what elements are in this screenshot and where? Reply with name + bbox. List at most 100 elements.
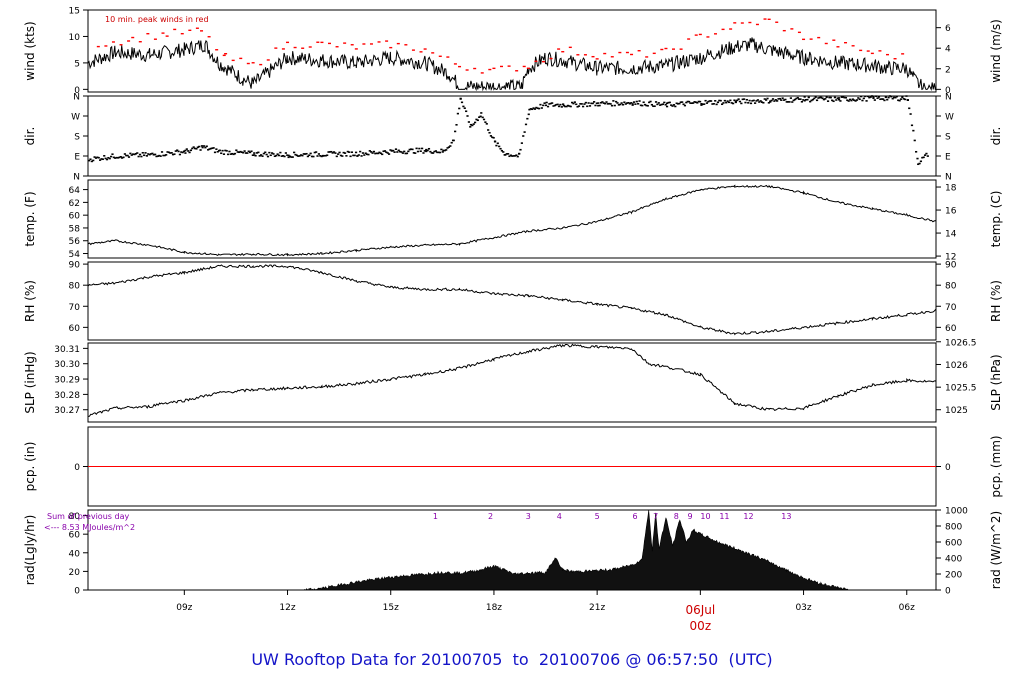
- direction-right-tick-label: N: [945, 93, 952, 103]
- direction-point: [185, 148, 188, 150]
- direction-point: [526, 117, 529, 120]
- direction-point: [495, 144, 498, 147]
- direction-point: [123, 153, 126, 155]
- direction-point: [412, 152, 415, 154]
- direction-point: [400, 151, 403, 153]
- direction-point: [349, 155, 352, 158]
- direction-point: [637, 102, 640, 105]
- direction-point: [319, 155, 322, 157]
- direction-point: [532, 107, 535, 109]
- direction-point: [654, 101, 658, 103]
- direction-point: [459, 97, 462, 100]
- direction-point: [913, 139, 916, 142]
- direction-point: [276, 153, 279, 155]
- direction-point: [345, 155, 348, 157]
- direction-point: [591, 102, 594, 105]
- direction-point: [463, 107, 466, 110]
- direction-point: [575, 103, 578, 106]
- direction-point: [505, 153, 508, 155]
- direction-point: [915, 150, 918, 153]
- direction-point: [421, 147, 424, 150]
- direction-point: [354, 151, 358, 154]
- direction-point: [926, 155, 929, 157]
- direction-point: [606, 103, 609, 105]
- direction-point: [205, 145, 208, 148]
- temperature-right-tick-label: 16: [945, 207, 957, 217]
- direction-point: [535, 106, 538, 109]
- direction-point: [837, 97, 841, 99]
- direction-point: [229, 153, 232, 155]
- direction-point: [766, 97, 769, 100]
- direction-left-tick-label: W: [71, 113, 80, 123]
- precipitation-left-tick-label: 0: [74, 463, 80, 473]
- direction-point: [427, 147, 431, 150]
- direction-point: [866, 95, 870, 98]
- direction-point: [208, 148, 211, 150]
- direction-point: [233, 152, 237, 155]
- direction-point: [476, 119, 479, 122]
- direction-point: [280, 155, 283, 157]
- direction-point: [313, 151, 316, 154]
- direction-point: [672, 104, 676, 106]
- direction-point: [562, 103, 565, 105]
- direction-point: [904, 98, 907, 101]
- direction-point: [707, 100, 710, 103]
- direction-point: [815, 99, 819, 102]
- direction-point: [472, 123, 475, 125]
- direction-point: [97, 156, 100, 159]
- direction-point: [284, 152, 287, 154]
- direction-point: [582, 105, 585, 108]
- wind-left-tick-label: 0: [74, 86, 80, 96]
- direction-point: [559, 103, 562, 106]
- direction-point: [467, 121, 470, 123]
- direction-point: [141, 151, 144, 154]
- direction-point: [743, 98, 746, 100]
- direction-point: [508, 155, 511, 158]
- direction-point: [479, 115, 482, 118]
- temperature-line: [87, 184, 937, 257]
- direction-point: [734, 101, 737, 104]
- direction-point: [151, 152, 154, 155]
- direction-point: [196, 146, 199, 149]
- direction-point: [712, 103, 715, 105]
- direction-point: [235, 149, 238, 152]
- direction-point: [502, 151, 505, 153]
- radiation-hour-marker: 1: [433, 512, 438, 521]
- direction-point: [665, 102, 669, 105]
- direction-point: [908, 107, 911, 110]
- direction-point: [770, 99, 773, 102]
- direction-point: [260, 154, 263, 156]
- direction-point: [883, 99, 886, 102]
- direction-point: [917, 163, 920, 166]
- direction-point: [290, 156, 293, 158]
- wind-left-tick-label: 10: [69, 33, 81, 43]
- direction-point: [271, 152, 274, 154]
- direction-point: [566, 104, 570, 107]
- direction-point: [397, 149, 400, 152]
- direction-point: [564, 105, 567, 108]
- direction-point: [386, 152, 389, 154]
- direction-point: [116, 157, 120, 159]
- direction-point: [661, 103, 665, 106]
- direction-point: [361, 152, 365, 154]
- direction-point: [557, 105, 561, 108]
- direction-point: [762, 101, 765, 104]
- direction-point: [597, 104, 600, 107]
- radiation-hour-marker: 11: [719, 512, 729, 521]
- direction-point: [392, 149, 395, 152]
- direction-point: [881, 98, 885, 100]
- direction-point: [415, 147, 418, 150]
- x-axis-tick-label: 03z: [795, 603, 811, 613]
- pressure-left-tick-label: 30.29: [54, 376, 80, 386]
- direction-point: [379, 152, 382, 155]
- direction-point: [507, 153, 510, 155]
- precipitation-right-tick-label: 0: [945, 463, 951, 473]
- direction-left-tick-label: N: [73, 93, 80, 103]
- radiation-right-tick-label: 800: [945, 523, 962, 533]
- direction-point: [682, 103, 685, 106]
- direction-point: [701, 103, 704, 106]
- direction-point: [577, 105, 581, 107]
- direction-point: [246, 152, 249, 154]
- wind-right-axis-label: wind (m/s): [989, 19, 1003, 83]
- direction-point: [767, 101, 770, 104]
